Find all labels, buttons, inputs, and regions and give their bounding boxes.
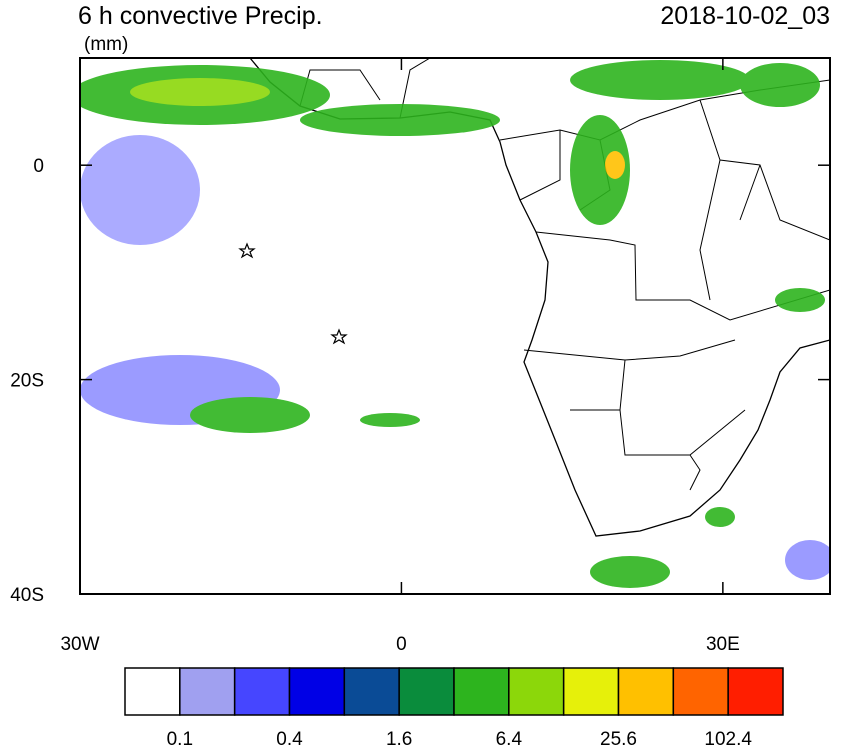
colorbar-box — [343, 667, 400, 716]
lat-tick-label: 40S — [10, 585, 44, 606]
colorbar: 0.1 0.4 1.6 6.4 25.6 102.4 — [124, 667, 784, 750]
units: (mm) — [84, 34, 128, 55]
colorbar-box — [179, 667, 236, 716]
colorbar-label: 6.4 — [496, 729, 523, 750]
colorbar-label: 0.1 — [167, 729, 193, 750]
colorbar-box — [617, 667, 675, 716]
colorbar-box — [508, 667, 565, 716]
lon-tick-label: 0 — [396, 634, 407, 655]
colorbar-label: 1.6 — [386, 729, 412, 750]
precip-fields — [80, 60, 830, 588]
valid-time: 2018-10-02_03 — [660, 2, 830, 30]
axis-ticks: 0 20S 40S 30W 0 30E — [10, 58, 830, 655]
colorbar-label: 0.4 — [276, 729, 303, 750]
title: 6 h convective Precip. — [78, 2, 323, 30]
colorbar-box — [124, 667, 181, 716]
star-marker — [238, 242, 256, 259]
colorbar-box — [288, 667, 346, 716]
lat-tick-label: 0 — [33, 156, 44, 177]
map-area — [80, 58, 830, 588]
colorbar-box — [233, 667, 291, 716]
colorbar-label: 102.4 — [704, 729, 752, 750]
colorbar-box — [453, 667, 510, 716]
colorbar-box — [398, 667, 455, 716]
lat-tick-label: 20S — [10, 371, 44, 392]
colorbar-box — [727, 667, 784, 716]
lon-tick-label: 30W — [60, 634, 99, 655]
lon-tick-label: 30E — [706, 634, 740, 655]
colorbar-label: 25.6 — [600, 729, 637, 750]
colorbar-box — [562, 667, 620, 716]
map-frame — [79, 57, 831, 595]
star-marker — [330, 328, 348, 345]
colorbar-box — [672, 667, 729, 716]
